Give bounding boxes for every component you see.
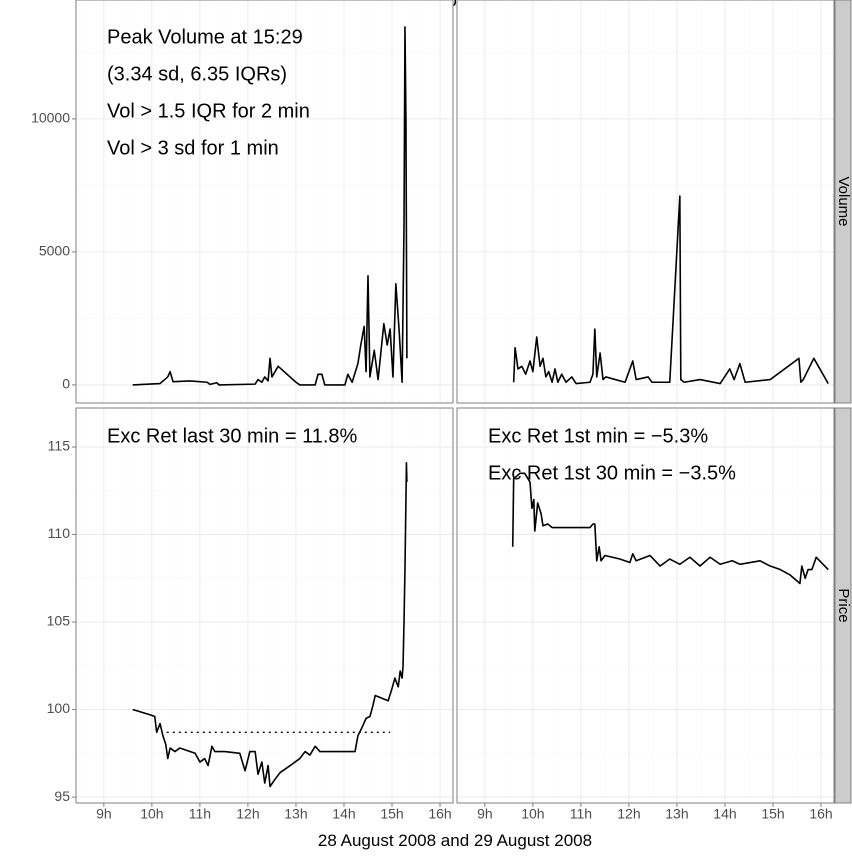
annotation: Vol > 1.5 IQR for 2 min — [107, 100, 310, 122]
x-tick-label: 15h — [761, 806, 784, 822]
strip — [834, 407, 852, 804]
annotation: Exc Ret 1st 30 min = −3.5% — [488, 462, 736, 484]
x-tick-label: 10h — [140, 806, 163, 822]
x-tick-label: 16h — [428, 806, 451, 822]
x-tick-label: 13h — [665, 806, 688, 822]
chart-title: Company 3 — [412, 0, 499, 10]
strip — [834, 0, 852, 404]
x-tick-label: 11h — [570, 806, 592, 822]
strip-label: Price — [835, 588, 852, 622]
y-tick-label: 5000 — [39, 243, 70, 259]
x-tick-label: 16h — [809, 806, 832, 822]
panel — [132, 26, 408, 386]
price-line — [132, 26, 408, 386]
strip-label: Volume — [835, 176, 852, 226]
y-tick-label: 115 — [48, 438, 71, 454]
x-tick-label: 12h — [236, 806, 259, 822]
x-tick-label: 10h — [521, 806, 544, 822]
x-tick-label: 15h — [380, 806, 403, 822]
x-tick-label: 11h — [189, 806, 211, 822]
annotation: (3.34 sd, 6.35 IQRs) — [107, 63, 287, 85]
annotation: Vol > 3 sd for 1 min — [107, 137, 279, 159]
y-tick-label: 100 — [47, 700, 71, 716]
x-tick-label: 9h — [96, 806, 112, 822]
panel — [132, 461, 408, 788]
x-tick-label: 14h — [713, 806, 736, 822]
x-tick-label: 12h — [617, 806, 640, 822]
panel-border — [75, 407, 454, 804]
y-tick-label: 0 — [62, 376, 70, 392]
annotation: Exc Ret 1st min = −5.3% — [488, 425, 708, 447]
panel-background — [76, 408, 453, 803]
price-line — [512, 195, 829, 385]
price-line — [511, 472, 829, 585]
x-tick-label: 14h — [332, 806, 355, 822]
price-line — [132, 461, 408, 788]
panel-background — [457, 0, 834, 403]
y-tick-label: 10000 — [31, 110, 70, 126]
panel — [512, 195, 829, 385]
panel-border — [456, 0, 835, 404]
x-tick-label: 9h — [477, 806, 493, 822]
panel-border — [75, 0, 454, 404]
panel — [511, 472, 829, 585]
y-tick-label: 110 — [48, 525, 71, 541]
y-tick-label: 95 — [54, 788, 70, 804]
annotation: Exc Ret last 30 min = 11.8% — [107, 425, 358, 447]
annotation: Peak Volume at 15:29 — [107, 26, 303, 48]
panel-background — [76, 0, 453, 403]
x-axis-title: 28 August 2008 and 29 August 2008 — [318, 831, 592, 850]
y-tick-label: 105 — [47, 613, 71, 629]
panel-border — [456, 407, 835, 804]
x-tick-label: 13h — [284, 806, 307, 822]
